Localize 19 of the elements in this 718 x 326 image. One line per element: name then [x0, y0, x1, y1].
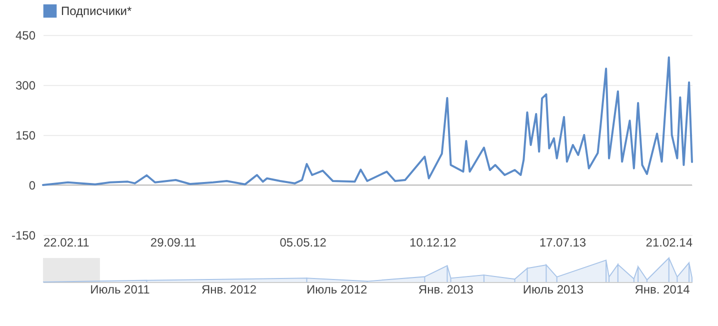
- x-tick-label: 17.07.13: [539, 236, 586, 250]
- x-tick-label: 10.12.12: [410, 236, 457, 250]
- line-series: [42, 56, 693, 186]
- y-tick-label: 450: [15, 28, 36, 42]
- x-tick-label: Июль 2013: [522, 282, 584, 296]
- y-tick-label: 0: [28, 178, 36, 192]
- x-tick-label: 21.02.14: [646, 236, 693, 250]
- y-tick-label: 150: [15, 128, 36, 142]
- x-tick-label: Янв. 2012: [202, 282, 257, 296]
- x-tick-label: 05.05.12: [280, 236, 327, 250]
- legend-label: Подписчики*: [61, 4, 132, 18]
- x-tick-label: Янв. 2013: [418, 282, 474, 296]
- x-tick-label: Июль 2011: [90, 282, 150, 296]
- x-tick-label: 22.02.11: [44, 236, 90, 250]
- y-tick-label: 300: [15, 78, 36, 92]
- x-tick-label: Июль 2012: [306, 282, 368, 296]
- y-tick-label: -150: [11, 228, 36, 242]
- x-tick-label: 29.09.11: [150, 236, 197, 250]
- x-tick-label: Янв. 2014: [634, 282, 690, 296]
